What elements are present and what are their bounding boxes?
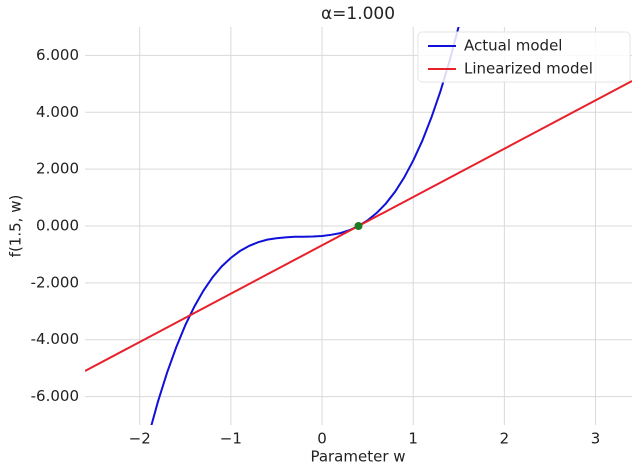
legend-label: Actual model xyxy=(464,37,562,55)
point-marker xyxy=(354,222,363,230)
y-tick-label: 0.000 xyxy=(36,217,79,235)
plot-area xyxy=(85,27,632,425)
chart-title: α=1.000 xyxy=(321,4,395,24)
y-tick-label: -2.000 xyxy=(31,273,79,291)
y-tick-label: 4.000 xyxy=(36,103,79,121)
y-tick-label: 2.000 xyxy=(36,160,79,178)
y-axis-label: f(1.5, w) xyxy=(7,195,25,258)
series-line xyxy=(150,27,460,425)
x-axis-label: Parameter w xyxy=(310,448,405,466)
y-tick-label: 6.000 xyxy=(36,46,79,64)
x-tick-label: −1 xyxy=(220,430,242,448)
x-tick-label: 2 xyxy=(500,430,510,448)
x-tick-label: 0 xyxy=(317,430,327,448)
x-tick-label: −2 xyxy=(129,430,151,448)
y-tick-label: -6.000 xyxy=(31,387,79,405)
legend-box xyxy=(417,31,631,83)
legend-label: Linearized model xyxy=(464,60,593,78)
x-tick-label: 3 xyxy=(591,430,601,448)
x-tick-label: 1 xyxy=(408,430,418,448)
y-tick-label: -4.000 xyxy=(31,330,79,348)
